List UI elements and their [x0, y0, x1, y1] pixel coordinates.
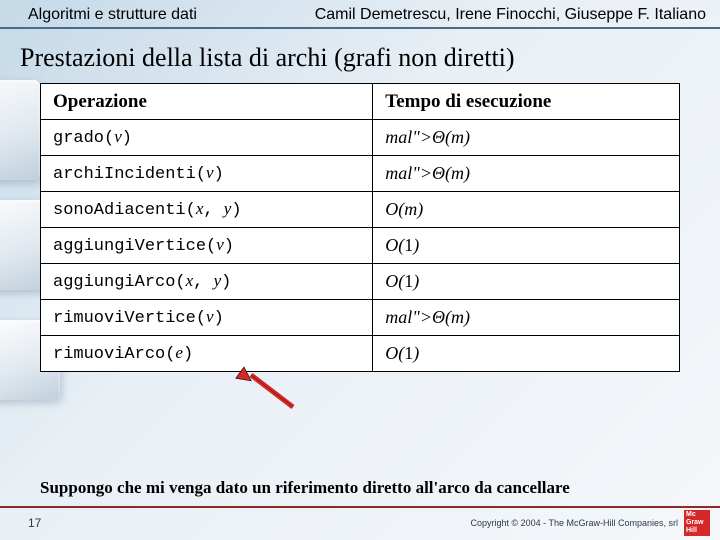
time-cell: O(1)	[373, 264, 680, 300]
content-area: Operazione Tempo di esecuzione grado(v)m…	[0, 83, 720, 464]
time-cell: mal">Θ(m)	[373, 300, 680, 336]
time-cell: O(m)	[373, 192, 680, 228]
callout-arrow-icon	[235, 365, 305, 415]
slide-title: Prestazioni della lista di archi (grafi …	[0, 29, 720, 83]
operation-cell: grado(v)	[41, 120, 373, 156]
publisher-logo: Mc Graw Hill	[684, 510, 710, 536]
table-row: rimuoviVertice(v)mal">Θ(m)	[41, 300, 680, 336]
col-time: Tempo di esecuzione	[373, 84, 680, 120]
operation-cell: sonoAdiacenti(x, y)	[41, 192, 373, 228]
table-row: rimuoviArco(e)O(1)	[41, 336, 680, 372]
table-header-row: Operazione Tempo di esecuzione	[41, 84, 680, 120]
operation-cell: archiIncidenti(v)	[41, 156, 373, 192]
authors: Camil Demetrescu, Irene Finocchi, Giusep…	[315, 6, 706, 24]
time-cell: mal">Θ(m)	[373, 156, 680, 192]
operation-cell: rimuoviArco(e)	[41, 336, 373, 372]
table-row: aggiungiArco(x, y)O(1)	[41, 264, 680, 300]
table-row: archiIncidenti(v)mal">Θ(m)	[41, 156, 680, 192]
time-cell: O(1)	[373, 228, 680, 264]
table-row: sonoAdiacenti(x, y)O(m)	[41, 192, 680, 228]
page-number: 17	[28, 516, 41, 530]
slide-footer: 17 Copyright © 2004 - The McGraw-Hill Co…	[0, 506, 720, 540]
operation-cell: aggiungiArco(x, y)	[41, 264, 373, 300]
copyright-text: Copyright © 2004 - The McGraw-Hill Compa…	[470, 518, 678, 528]
course-name: Algoritmi e strutture dati	[28, 6, 197, 24]
copyright: Copyright © 2004 - The McGraw-Hill Compa…	[470, 510, 710, 536]
col-operation: Operazione	[41, 84, 373, 120]
table-row: aggiungiVertice(v)O(1)	[41, 228, 680, 264]
operation-cell: aggiungiVertice(v)	[41, 228, 373, 264]
table-row: grado(v)mal">Θ(m)	[41, 120, 680, 156]
time-cell: O(1)	[373, 336, 680, 372]
time-cell: mal">Θ(m)	[373, 120, 680, 156]
slide-header: Algoritmi e strutture dati Camil Demetre…	[0, 0, 720, 29]
footnote: Suppongo che mi venga dato un riferiment…	[0, 464, 720, 506]
operation-cell: rimuoviVertice(v)	[41, 300, 373, 336]
performance-table: Operazione Tempo di esecuzione grado(v)m…	[40, 83, 680, 372]
